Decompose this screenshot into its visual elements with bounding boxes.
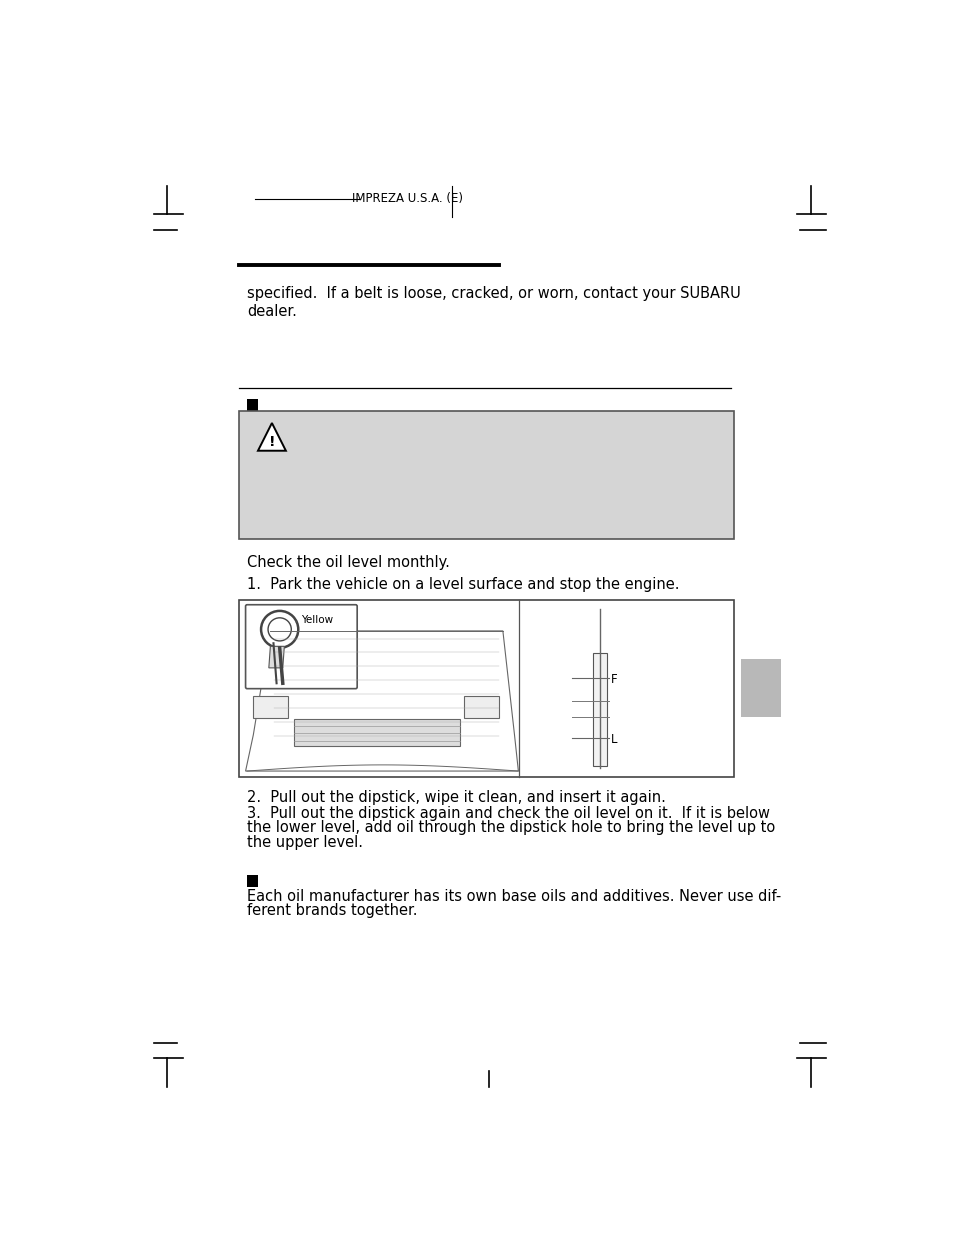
- FancyBboxPatch shape: [245, 605, 356, 689]
- FancyBboxPatch shape: [247, 399, 257, 412]
- FancyBboxPatch shape: [253, 697, 288, 718]
- FancyBboxPatch shape: [740, 659, 781, 717]
- Text: IMPREZA U.S.A. (E): IMPREZA U.S.A. (E): [352, 193, 462, 205]
- Text: the upper level.: the upper level.: [247, 835, 363, 850]
- Text: Check the oil level monthly.: Check the oil level monthly.: [247, 556, 450, 571]
- Text: the lower level, add oil through the dipstick hole to bring the level up to: the lower level, add oil through the dip…: [247, 820, 775, 835]
- Text: Yellow: Yellow: [301, 615, 334, 625]
- Text: L: L: [611, 732, 618, 746]
- Text: ferent brands together.: ferent brands together.: [247, 903, 417, 919]
- Text: 3.  Pull out the dipstick again and check the oil level on it.  If it is below: 3. Pull out the dipstick again and check…: [247, 805, 769, 820]
- FancyBboxPatch shape: [239, 600, 733, 777]
- Text: Each oil manufacturer has its own base oils and additives. Never use dif-: Each oil manufacturer has its own base o…: [247, 888, 781, 903]
- Text: 2.  Pull out the dipstick, wipe it clean, and insert it again.: 2. Pull out the dipstick, wipe it clean,…: [247, 790, 665, 805]
- FancyBboxPatch shape: [294, 719, 459, 746]
- Text: specified.  If a belt is loose, cracked, or worn, contact your SUBARU: specified. If a belt is loose, cracked, …: [247, 286, 740, 301]
- FancyBboxPatch shape: [593, 653, 607, 766]
- FancyBboxPatch shape: [239, 412, 733, 538]
- Text: dealer.: dealer.: [247, 304, 296, 319]
- FancyBboxPatch shape: [247, 874, 257, 887]
- Text: F: F: [611, 673, 618, 685]
- Polygon shape: [269, 646, 284, 668]
- FancyBboxPatch shape: [464, 697, 498, 718]
- Polygon shape: [257, 423, 286, 451]
- Text: !: !: [269, 435, 274, 450]
- Text: 1.  Park the vehicle on a level surface and stop the engine.: 1. Park the vehicle on a level surface a…: [247, 577, 679, 592]
